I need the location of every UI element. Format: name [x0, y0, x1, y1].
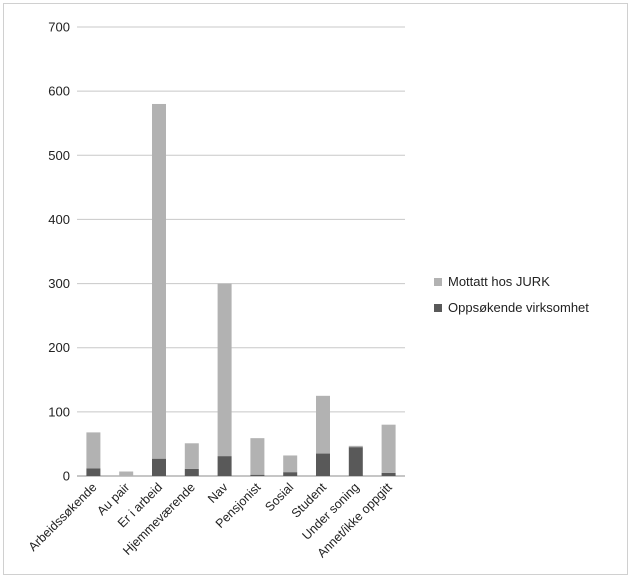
y-axis-ticks: 0 100 200 300 400 500 600 700: [48, 20, 70, 484]
bar-segment: [348, 447, 363, 476]
bar-segment: [86, 432, 101, 469]
bar-segment: [86, 468, 101, 476]
bar-segment: [152, 458, 166, 476]
bar-segment: [381, 424, 396, 473]
bar-segment: [184, 468, 199, 476]
bar-segment: [348, 445, 363, 448]
y-tick-label: 200: [48, 340, 70, 355]
bar-segment: [316, 395, 330, 454]
y-tick-label: 100: [48, 404, 70, 419]
bar-segment: [217, 283, 232, 457]
y-tick-label: 300: [48, 276, 70, 291]
bar-segment: [119, 471, 134, 476]
y-tick-label: 600: [48, 84, 70, 99]
bar-segment: [250, 474, 265, 476]
bar-segment: [283, 472, 298, 476]
legend-label: Oppsøkende virksomhet: [448, 300, 589, 315]
bars: [86, 103, 396, 476]
bar-segment: [316, 453, 330, 476]
bar-segment: [152, 103, 166, 459]
legend-label: Mottatt hos JURK: [448, 274, 550, 289]
y-tick-label: 400: [48, 212, 70, 227]
legend-swatch: [434, 278, 442, 286]
bar-segment: [250, 438, 265, 475]
bar-segment: [217, 456, 232, 476]
y-tick-label: 500: [48, 148, 70, 163]
bar-segment: [381, 472, 396, 476]
x-tick-label: Arbeidssøkende: [26, 480, 100, 554]
y-tick-label: 700: [48, 20, 70, 35]
bar-segment: [283, 455, 298, 473]
chart-frame: [3, 3, 628, 575]
bar-segment: [184, 443, 199, 469]
legend-swatch: [434, 304, 442, 312]
x-tick-label: Nav: [205, 480, 231, 506]
gridlines: [77, 26, 405, 477]
legend: Mottatt hos JURK Oppsøkende virksomhet: [434, 274, 589, 315]
y-tick-label: 0: [63, 469, 70, 484]
